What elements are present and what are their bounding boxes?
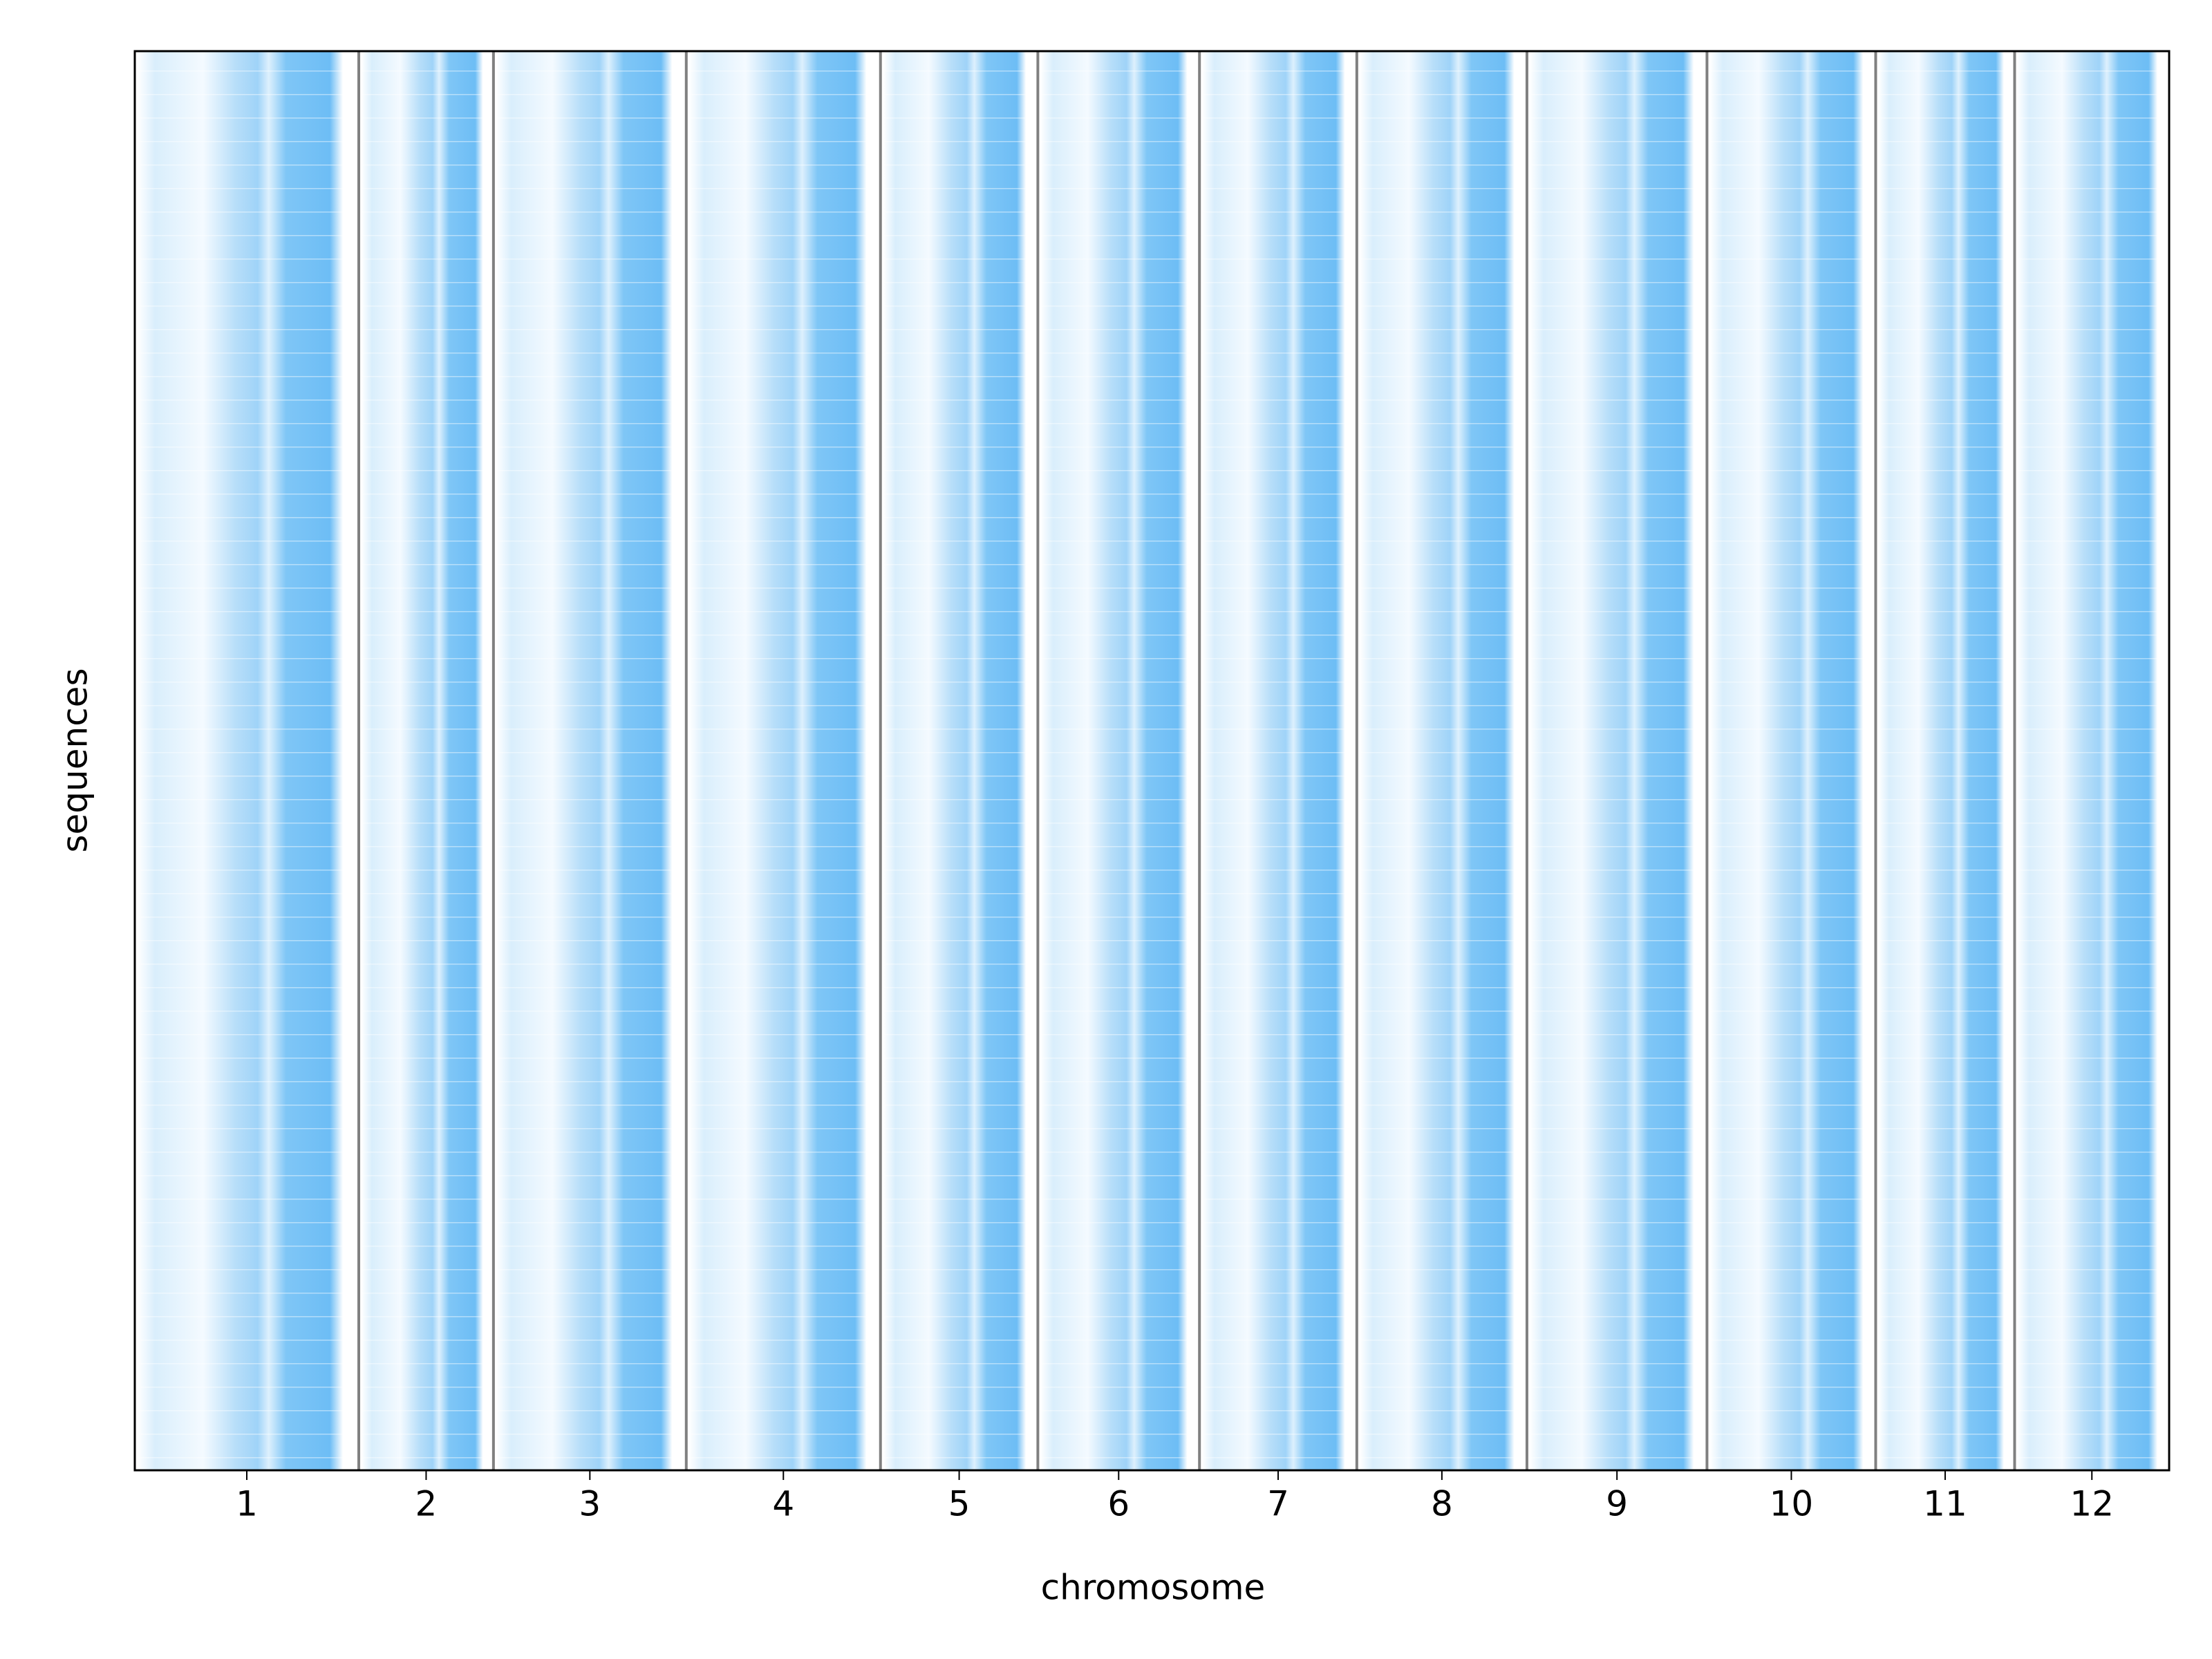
x-tick-label: 12 — [2070, 1484, 2114, 1524]
sequence-rows — [1709, 51, 1873, 1470]
x-tick-label: 4 — [772, 1484, 794, 1524]
x-tick-label: 2 — [415, 1484, 438, 1524]
x-tick-label: 7 — [1267, 1484, 1289, 1524]
sequence-rows — [496, 51, 684, 1470]
y-axis-label: sequences — [55, 668, 95, 853]
plot-area — [138, 51, 2166, 1470]
sequence-rows — [1529, 51, 1705, 1470]
x-tick-label: 1 — [236, 1484, 258, 1524]
sequence-rows — [883, 51, 1035, 1470]
x-tick-label: 10 — [1770, 1484, 1814, 1524]
axes-frame — [133, 50, 2171, 1472]
x-tick-label: 11 — [1923, 1484, 1967, 1524]
x-tick-label: 8 — [1431, 1484, 1453, 1524]
sequence-rows — [138, 51, 357, 1470]
sequence-rows — [1878, 51, 2012, 1470]
x-tick-label: 3 — [579, 1484, 601, 1524]
x-axis-label: chromosome — [1041, 1568, 1266, 1608]
sequence-rows — [362, 51, 491, 1470]
x-tick-label: 6 — [1107, 1484, 1130, 1524]
sequence-rows — [1359, 51, 1524, 1470]
sequence-rows — [2017, 51, 2166, 1470]
x-tick-label: 5 — [948, 1484, 971, 1524]
sequence-rows — [1040, 51, 1197, 1470]
sequence-rows — [1202, 51, 1354, 1470]
sequence-rows — [688, 51, 878, 1470]
x-tick-label: 9 — [1606, 1484, 1628, 1524]
